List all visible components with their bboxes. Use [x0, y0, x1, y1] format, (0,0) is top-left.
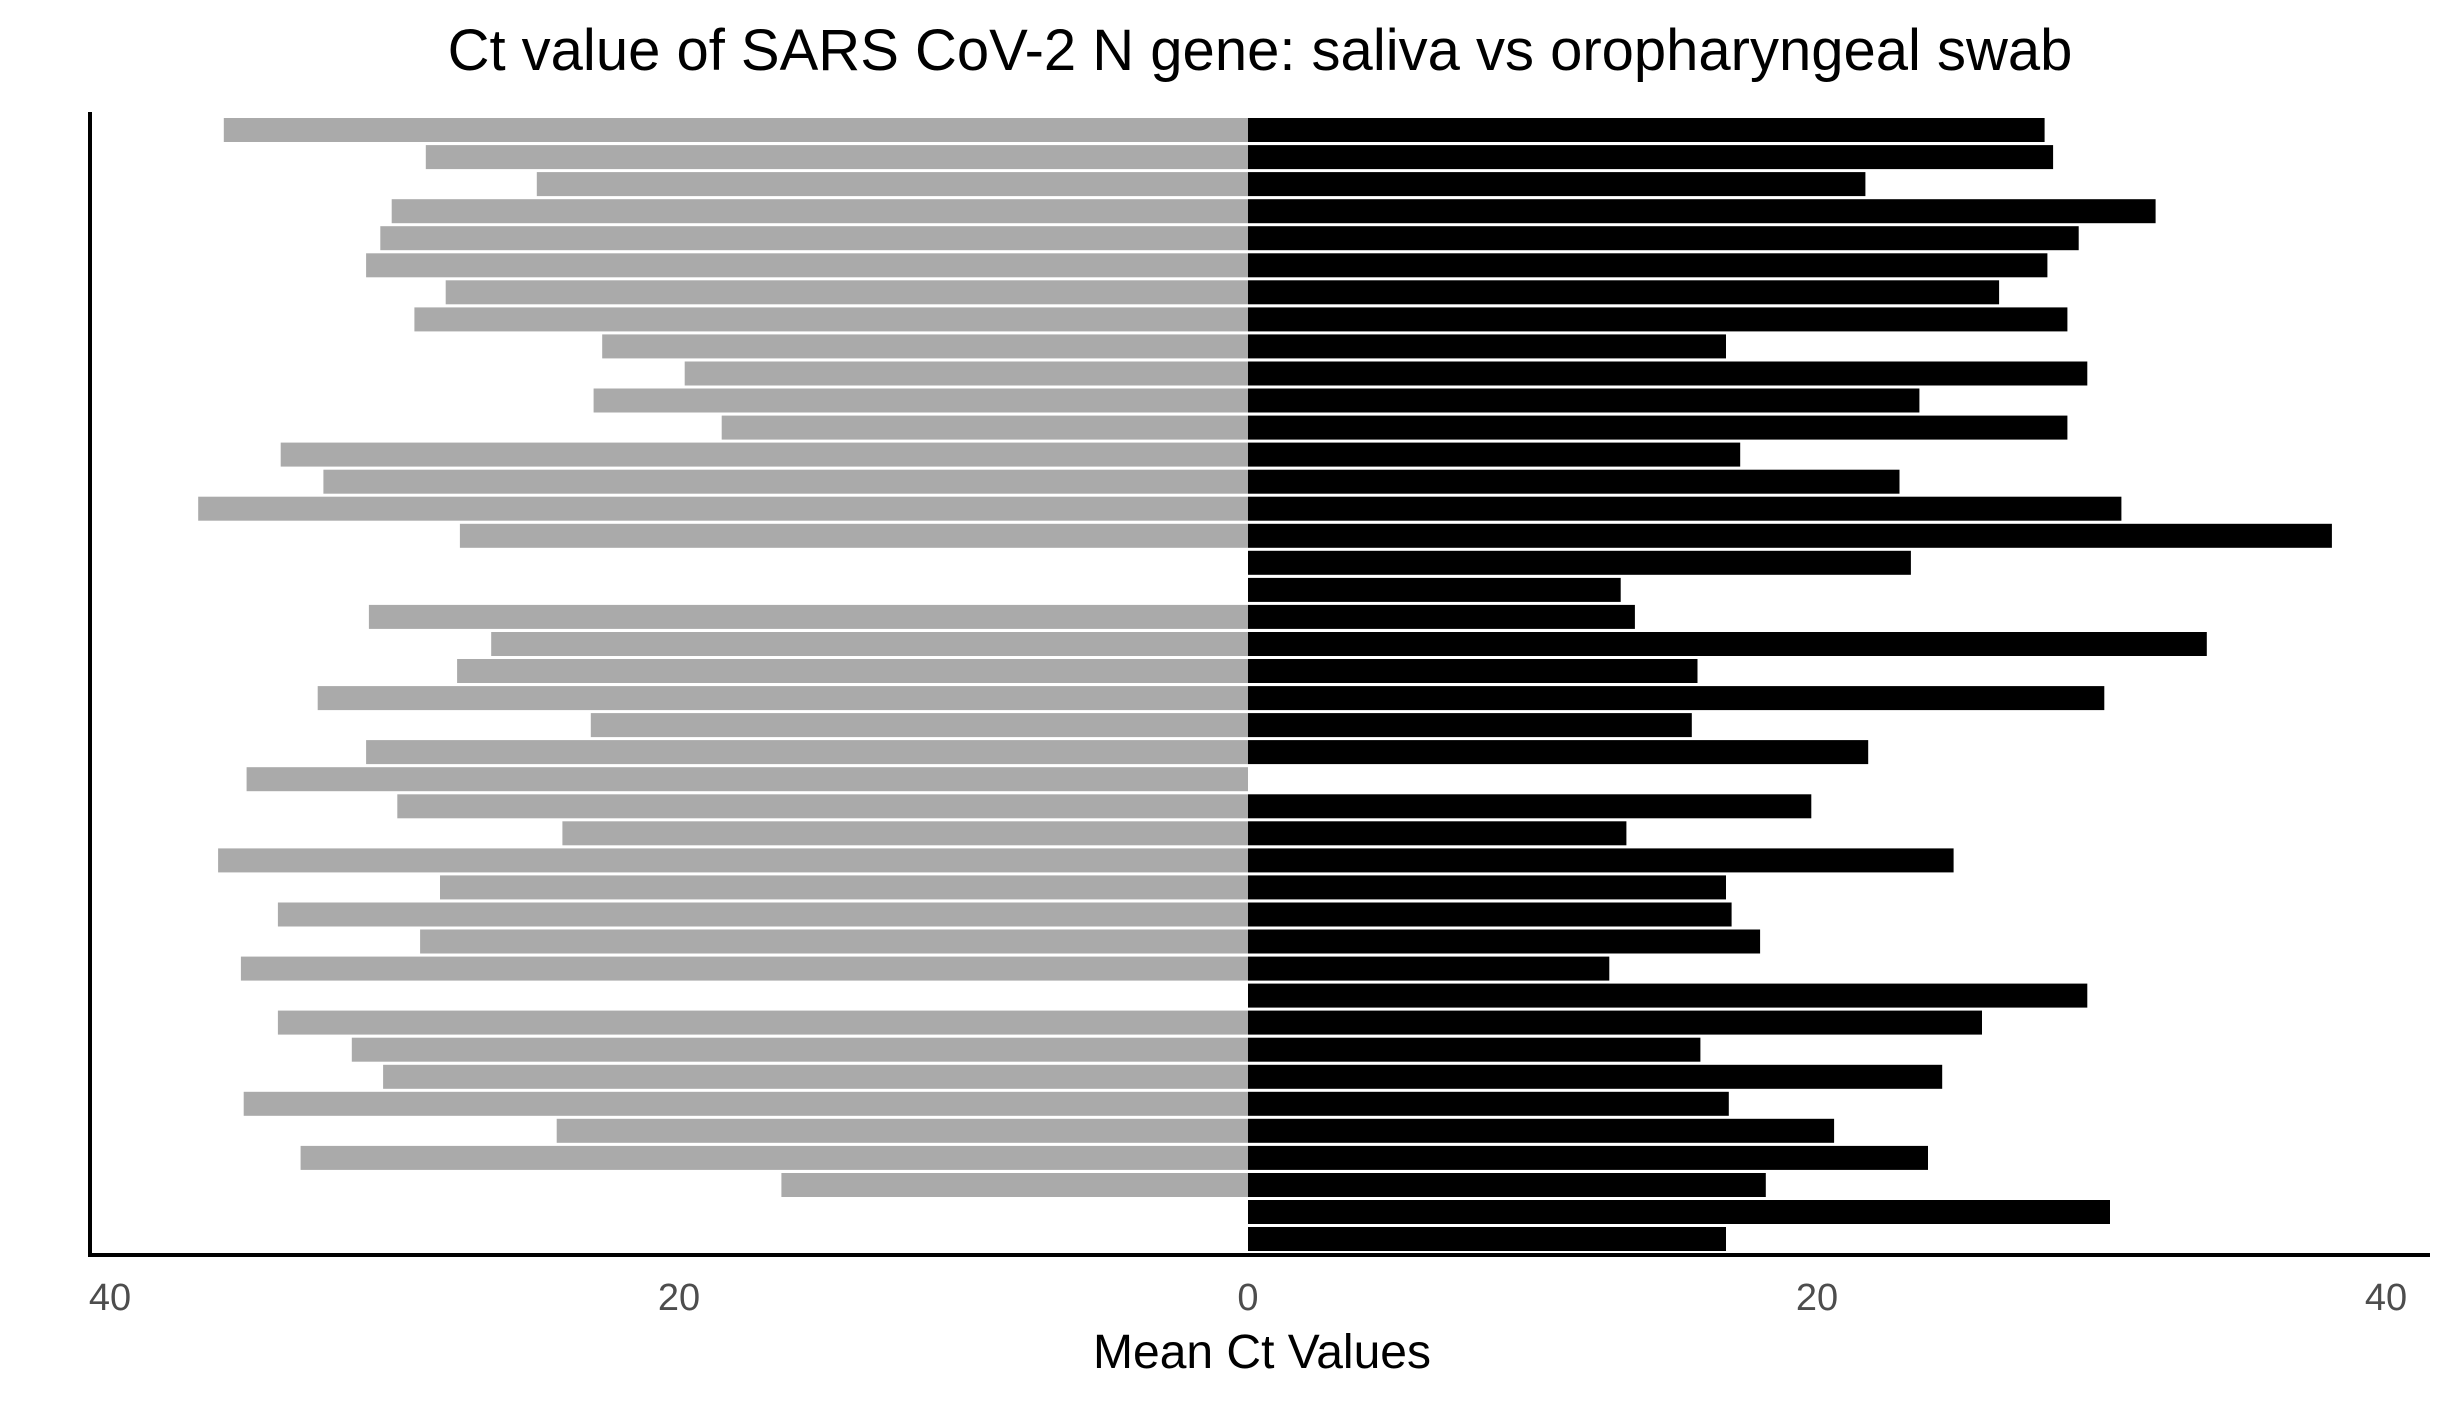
left-bar-35 [351, 1037, 1248, 1062]
left-bar-10 [684, 361, 1248, 386]
x-tick-label: 0 [1237, 1277, 1258, 1319]
right-bar-36 [1248, 1064, 1943, 1089]
left-bar-30 [277, 902, 1248, 927]
right-bar-31 [1248, 929, 1761, 954]
left-bar-21 [457, 659, 1249, 683]
bars-group [198, 118, 2332, 1251]
right-bar-9 [1248, 334, 1726, 359]
right-bar-10 [1248, 361, 2088, 386]
right-bar-3 [1248, 172, 1866, 197]
left-bar-29 [440, 875, 1248, 900]
right-bar-11 [1248, 388, 1920, 413]
left-bar-11 [593, 388, 1248, 413]
right-bar-14 [1248, 469, 1900, 494]
left-bar-3 [536, 172, 1249, 197]
x-ticks-group: 40 20 0 20 40 [89, 1277, 2407, 1319]
left-bar-26 [397, 794, 1248, 819]
right-bar-30 [1248, 902, 1732, 927]
left-bar-22 [317, 686, 1248, 711]
right-bar-33 [1248, 983, 2088, 1008]
left-bar-32 [240, 956, 1248, 981]
left-bar-1 [223, 118, 1248, 142]
right-bar-12 [1248, 415, 2068, 440]
right-bar-23 [1248, 713, 1692, 738]
x-tick-label: 20 [658, 1277, 700, 1319]
chart-title: Ct value of SARS CoV-2 N gene: saliva vs… [448, 18, 2073, 83]
right-bar-17 [1248, 550, 1911, 575]
left-bar-4 [391, 199, 1248, 224]
left-bar-24 [366, 740, 1249, 765]
right-bar-38 [1248, 1118, 1835, 1143]
right-bar-13 [1248, 442, 1741, 467]
right-bar-39 [1248, 1145, 1928, 1170]
right-bar-22 [1248, 686, 2105, 711]
left-bar-27 [562, 821, 1248, 846]
left-bar-40 [781, 1173, 1248, 1197]
left-bar-19 [368, 604, 1248, 629]
left-bar-13 [280, 442, 1248, 467]
left-bar-38 [556, 1118, 1248, 1143]
left-bar-9 [602, 334, 1248, 359]
left-bar-37 [243, 1091, 1248, 1116]
right-bar-34 [1248, 1010, 1982, 1035]
left-bar-20 [491, 632, 1248, 656]
right-bar-21 [1248, 659, 1698, 683]
left-bar-6 [366, 253, 1249, 278]
right-bar-40 [1248, 1173, 1766, 1197]
right-bar-26 [1248, 794, 1812, 819]
right-bar-19 [1248, 604, 1635, 629]
right-bar-42 [1248, 1227, 1726, 1251]
x-tick-label: 40 [2365, 1277, 2407, 1319]
right-bar-18 [1248, 577, 1621, 602]
right-bar-2 [1248, 145, 2054, 170]
left-bar-2 [425, 145, 1248, 170]
right-bar-32 [1248, 956, 1610, 981]
right-bar-29 [1248, 875, 1726, 900]
left-bar-28 [218, 848, 1249, 873]
right-bar-4 [1248, 199, 2156, 224]
left-bar-23 [590, 713, 1248, 738]
x-axis-title: Mean Ct Values [1093, 1326, 1431, 1379]
right-bar-20 [1248, 632, 2207, 656]
right-bar-5 [1248, 226, 2079, 251]
x-tick-label: 40 [89, 1277, 131, 1319]
right-bar-35 [1248, 1037, 1701, 1062]
right-bar-7 [1248, 280, 2000, 305]
left-bar-5 [380, 226, 1248, 251]
left-bar-7 [445, 280, 1248, 305]
left-bar-14 [323, 469, 1248, 494]
left-bar-31 [420, 929, 1249, 954]
right-bar-15 [1248, 496, 2122, 521]
right-bar-8 [1248, 307, 2068, 332]
left-bar-36 [383, 1064, 1249, 1089]
right-bar-1 [1248, 118, 2045, 142]
right-bar-16 [1248, 523, 2332, 548]
left-bar-39 [300, 1145, 1249, 1170]
right-bar-41 [1248, 1200, 2110, 1224]
right-bar-28 [1248, 848, 1954, 873]
left-bar-34 [277, 1010, 1248, 1035]
right-bar-24 [1248, 740, 1869, 765]
right-bar-6 [1248, 253, 2048, 278]
right-bar-37 [1248, 1091, 1729, 1116]
left-bar-12 [721, 415, 1248, 440]
left-bar-16 [459, 523, 1248, 548]
left-bar-8 [414, 307, 1248, 332]
left-bar-25 [246, 767, 1249, 792]
right-bar-27 [1248, 821, 1627, 846]
x-tick-label: 20 [1796, 1277, 1838, 1319]
left-bar-15 [198, 496, 1249, 521]
